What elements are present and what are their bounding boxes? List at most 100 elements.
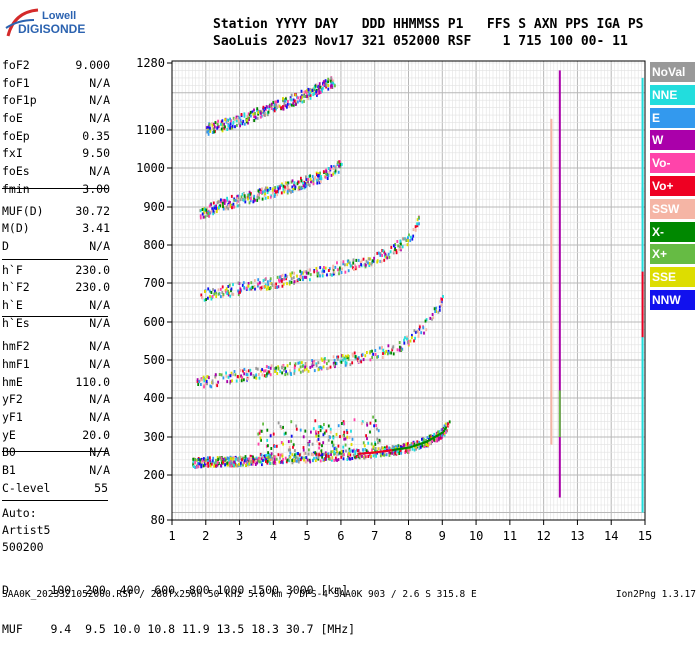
echo-point xyxy=(373,256,375,260)
param-name: M(D) xyxy=(2,221,30,236)
echo-point xyxy=(285,460,288,464)
echo-point xyxy=(297,180,300,184)
echo-point xyxy=(360,360,363,364)
echo-point xyxy=(284,185,286,189)
echo-point xyxy=(412,234,415,238)
echo-point xyxy=(257,456,260,460)
echo-point xyxy=(277,421,280,425)
echo-point xyxy=(298,368,301,372)
echo-point xyxy=(226,196,228,200)
echo-point xyxy=(319,451,322,455)
echo-point xyxy=(270,102,273,106)
echo-point xyxy=(308,92,311,96)
param-name: foF1p xyxy=(2,93,37,108)
echo-point xyxy=(245,370,248,374)
echo-point xyxy=(206,126,209,130)
echo-point xyxy=(289,362,291,366)
echo-point xyxy=(368,261,371,265)
echo-point xyxy=(213,122,215,126)
param-value: N/A xyxy=(89,339,110,354)
echo-point xyxy=(349,453,352,457)
echo-point xyxy=(251,462,254,466)
echo-point xyxy=(220,373,223,377)
echo-point xyxy=(317,361,320,365)
echo-point xyxy=(215,291,218,295)
echo-point xyxy=(336,458,338,462)
echo-point xyxy=(414,225,417,229)
echo-point xyxy=(341,267,344,271)
echo-point xyxy=(340,455,343,459)
echo-point xyxy=(227,289,229,293)
echo-point xyxy=(369,430,371,434)
echo-point xyxy=(313,456,315,460)
echo-point xyxy=(318,91,321,95)
echo-point xyxy=(269,373,272,377)
echo-point xyxy=(349,264,352,268)
echo-point xyxy=(371,259,374,263)
echo-point xyxy=(243,286,246,290)
echo-point xyxy=(419,442,422,445)
echo-point xyxy=(247,112,250,116)
echo-point xyxy=(365,259,368,263)
echo-point xyxy=(344,437,347,441)
echo-point xyxy=(287,448,290,452)
footer-version: Ion2Png 1.3.17 xyxy=(615,589,696,600)
echo-point xyxy=(258,188,261,192)
param-name: hmF1 xyxy=(2,357,30,371)
echo-point xyxy=(261,463,263,467)
echo-point xyxy=(299,269,302,273)
echo-point xyxy=(317,453,319,457)
echo-point xyxy=(388,450,391,454)
echo-point xyxy=(347,354,349,358)
echo-point xyxy=(278,278,280,282)
echo-point xyxy=(229,381,231,385)
echo-point xyxy=(226,120,229,124)
echo-point xyxy=(245,286,248,290)
echo-point xyxy=(346,435,349,439)
echo-point xyxy=(401,245,404,249)
echo-point xyxy=(297,188,300,191)
echo-point xyxy=(197,461,199,465)
param-row: hmE 110.0 xyxy=(2,375,110,393)
echo-point xyxy=(318,446,320,450)
echo-point xyxy=(341,422,343,425)
echo-point xyxy=(334,265,337,269)
echo-point xyxy=(236,194,239,198)
echo-point xyxy=(303,368,306,372)
echo-point xyxy=(333,165,335,169)
echo-point xyxy=(214,374,217,378)
echo-point xyxy=(277,99,279,103)
echo-point xyxy=(232,202,235,206)
echo-point xyxy=(344,354,347,358)
echo-point xyxy=(325,83,328,87)
echo-point xyxy=(264,285,267,289)
echo-point xyxy=(319,91,322,94)
echo-point xyxy=(201,212,204,216)
echo-point xyxy=(193,465,195,468)
echo-point xyxy=(400,242,402,246)
echo-point xyxy=(212,212,214,216)
echo-point xyxy=(207,287,210,291)
echo-point xyxy=(353,418,356,422)
echo-point xyxy=(353,351,356,355)
echo-point xyxy=(417,329,420,333)
echo-point xyxy=(279,185,281,189)
echo-point xyxy=(254,198,256,202)
echo-point xyxy=(264,369,267,373)
echo-point xyxy=(357,360,360,363)
legend-item: W xyxy=(650,130,695,151)
footer-file-info: SAA0K_2023321052000.RSF / 280fx256h 50 k… xyxy=(2,589,477,600)
echo-point xyxy=(383,258,386,262)
echo-point xyxy=(259,460,261,464)
param-row: hmF1 N/A xyxy=(2,357,110,375)
echo-point xyxy=(318,174,320,178)
echo-point xyxy=(207,461,209,465)
param-row: fxI 9.50 xyxy=(2,146,110,164)
echo-point xyxy=(203,211,205,215)
echo-point xyxy=(225,120,228,124)
echo-point xyxy=(341,434,344,438)
echo-point xyxy=(279,460,282,464)
echo-point xyxy=(403,338,405,342)
x-tick-label: 9 xyxy=(439,529,446,543)
echo-point xyxy=(263,369,265,373)
